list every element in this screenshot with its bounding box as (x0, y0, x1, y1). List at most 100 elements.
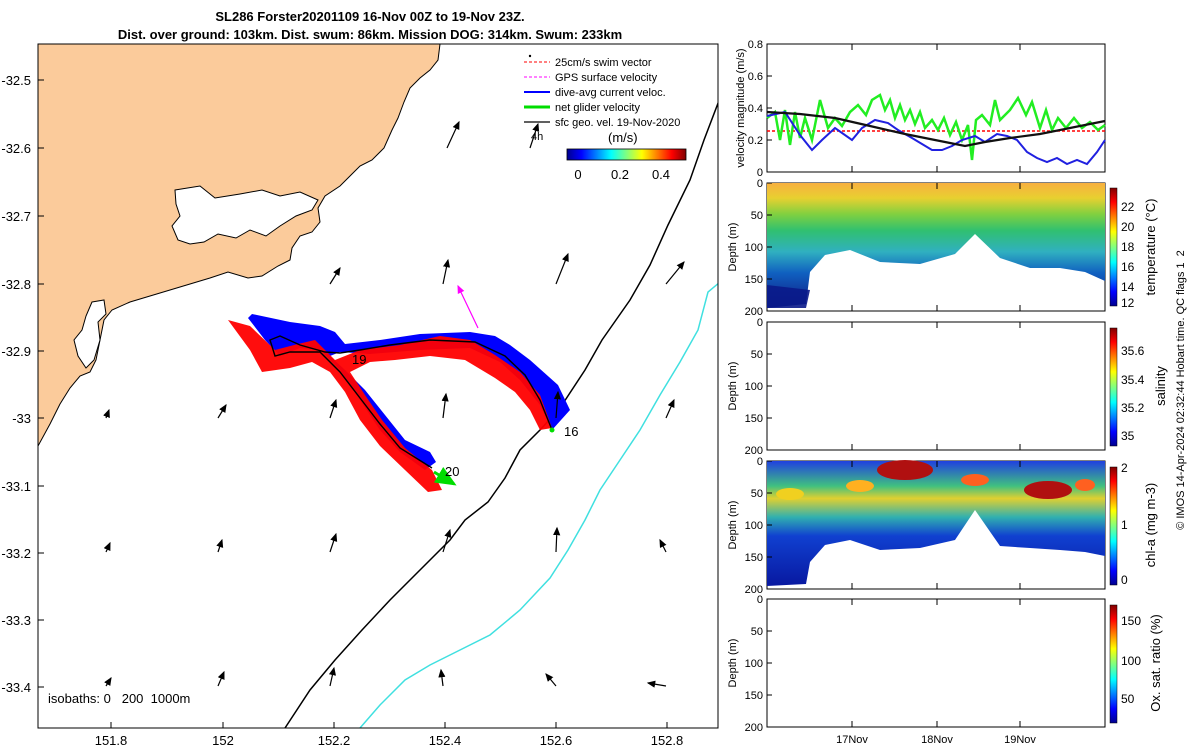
map-panel: 151.8 152 152.2 152.4 152.6 152.8 -32.5-32.6-… (1, 43, 719, 748)
legend-net-label: net glider velocity (555, 102, 640, 114)
geo-velocity-arrow (216, 538, 224, 553)
title-line-2: Dist. over ground: 103km. Dist. swum: 86… (117, 27, 623, 42)
map-x-tick-label: 152.8 (651, 733, 684, 748)
depth-tick-label: 100 (745, 658, 763, 670)
velocity-green-line (766, 93, 1106, 161)
geo-velocity-arrow (217, 403, 227, 419)
depth-tick-label: 200 (745, 584, 763, 596)
map-y-axis: -32.5 -32.6 -32.7 -32.8 -32.9 -33 -33.1 -33.2 -3… (1, 73, 44, 695)
depth-tick-label: 0 (757, 456, 763, 468)
salinity-colorbar-ticks: 35 35.2 35.4 35.6 (1121, 344, 1145, 443)
glider-track (269, 335, 553, 469)
isobaths-label: isobaths: 0 200 1000m (48, 691, 190, 706)
credit-text: © IMOS 14-Apr-2024 02:32:44 Hobart time.… (1175, 250, 1187, 530)
oxygen-panel: Depth (m) Ox. sat. ratio (%) 50 100 150 0 5… (727, 594, 1163, 734)
geo-velocity-arrow (665, 261, 685, 285)
depth-tick-label: 50 (751, 488, 763, 500)
colorbar-tick-label: 35.6 (1121, 344, 1145, 358)
day-labels: 16 19 20 (352, 352, 578, 479)
geo-velocity-arrow (545, 673, 557, 687)
colorbar-tick-label: 0 (1121, 573, 1128, 587)
isobath-200m (284, 101, 718, 728)
geo-velocity-arrow (103, 408, 110, 419)
temperature-depth-label: Depth (m) (727, 223, 739, 272)
geo-velocity-arrow (328, 666, 336, 687)
swim-swath (228, 320, 552, 492)
temperature-colorbar-label: temperature (°C) (1143, 199, 1158, 296)
map-y-tick-label: -32.9 (1, 344, 31, 359)
velocity-ylabel: velocity magnitude (m/s) (735, 48, 747, 167)
legend-dot-icon (528, 54, 532, 58)
title-line-1: SL286 Forster20201109 16-Nov 00Z to 19-N… (215, 9, 525, 24)
time-tick-label: 19Nov (1004, 734, 1036, 746)
colorbar-tick-label: 0.2 (611, 167, 629, 182)
oxygen-colorbar-label: Ox. sat. ratio (%) (1148, 614, 1163, 712)
depth-tick-label: 200 (745, 306, 763, 318)
colorbar-tick-label: 1 (1121, 518, 1128, 532)
temperature-colorbar (1109, 187, 1118, 307)
geo-velocity-arrow (446, 120, 460, 149)
velocity-black-line (766, 110, 1106, 148)
geo-velocity-arrow (553, 526, 561, 553)
depth-tick-label: 0 (757, 594, 763, 606)
day-label: 16 (564, 424, 578, 439)
geo-velocity-arrow (665, 398, 675, 419)
temperature-colorbar-ticks: 12 14 16 18 20 22 (1121, 200, 1135, 310)
map-frame (37, 43, 719, 729)
map-legend: 25cm/s swim vector GPS surface velocity … (524, 54, 687, 182)
colorbar-tick-label: 18 (1121, 240, 1135, 254)
speed-colorbar (566, 148, 687, 161)
gps-surface-vector (457, 284, 479, 329)
depth-tick-label: 200 (745, 722, 763, 734)
velocity-blue-line (766, 110, 1106, 166)
map-y-tick-label: -32.5 (1, 73, 31, 88)
depth-tick-label: 0 (757, 178, 763, 190)
chla-panel: Depth (m) chl-a (mg m-3) 0 1 2 0 50 100 150 20… (727, 456, 1158, 596)
oxygen-depth-ticks: 0 50 100 150 200 (745, 594, 772, 734)
legend-swim-label: 25cm/s swim vector (555, 57, 652, 69)
depth-tick-label: 150 (745, 552, 763, 564)
map-y-tick-label: -32.7 (1, 209, 31, 224)
time-axis: 17Nov 18Nov 19Nov (836, 44, 1036, 746)
velocity-y-tick-label: 0.8 (748, 39, 763, 51)
colorbar-tick-label: 0.4 (652, 167, 670, 182)
map-x-tick-label: 152 (212, 733, 234, 748)
map-y-tick-label: -33.2 (1, 546, 31, 561)
temperature-depth-ticks: 0 50 100 150 200 (745, 178, 772, 318)
depth-tick-label: 50 (751, 349, 763, 361)
velocity-y-tick-label: 0.2 (748, 135, 763, 147)
velocity-y-tick-label: 0 (757, 167, 763, 179)
map-y-tick-label: -33.1 (1, 479, 31, 494)
geo-velocity-arrow (329, 266, 341, 285)
legend-geo-label: sfc geo. vel. 19-Nov-2020 (555, 117, 680, 129)
depth-tick-label: 100 (745, 381, 763, 393)
depth-tick-label: 150 (745, 413, 763, 425)
depth-tick-label: 150 (745, 690, 763, 702)
colorbar-tick-label: 150 (1121, 614, 1141, 628)
temperature-section (767, 183, 1105, 308)
chla-colorbar-label: chl-a (mg m-3) (1143, 483, 1158, 568)
chla-depth-label: Depth (m) (727, 501, 739, 550)
colorbar-tick-label: 22 (1121, 200, 1135, 214)
map-y-tick-label: -33.4 (1, 680, 31, 695)
geo-velocity-arrow (555, 252, 569, 285)
geo-velocity-arrow (329, 532, 338, 553)
chla-maxima (776, 460, 1095, 500)
temperature-bottom-fill (767, 285, 810, 308)
legend-interval-label: 4h (531, 131, 543, 143)
colorbar-tick-label: 50 (1121, 692, 1135, 706)
velocity-y-tick-label: 0.6 (748, 71, 763, 83)
geo-velocity-arrow (329, 398, 338, 419)
time-tick-label: 18Nov (921, 734, 953, 746)
chla-section (767, 461, 1105, 586)
isobath-1000m (359, 282, 718, 728)
spit-area (73, 299, 107, 369)
colorbar-tick-label: 2 (1121, 461, 1128, 475)
net-glider-vector (433, 467, 457, 486)
oxygen-colorbar (1109, 604, 1118, 724)
end-marker (549, 427, 555, 433)
geo-velocity-arrow (646, 680, 667, 688)
oxygen-colorbar-ticks: 50 100 150 (1121, 614, 1141, 706)
geo-velocity-arrow (438, 668, 446, 687)
colorbar-ticks: 0 0.2 0.4 (574, 167, 670, 182)
